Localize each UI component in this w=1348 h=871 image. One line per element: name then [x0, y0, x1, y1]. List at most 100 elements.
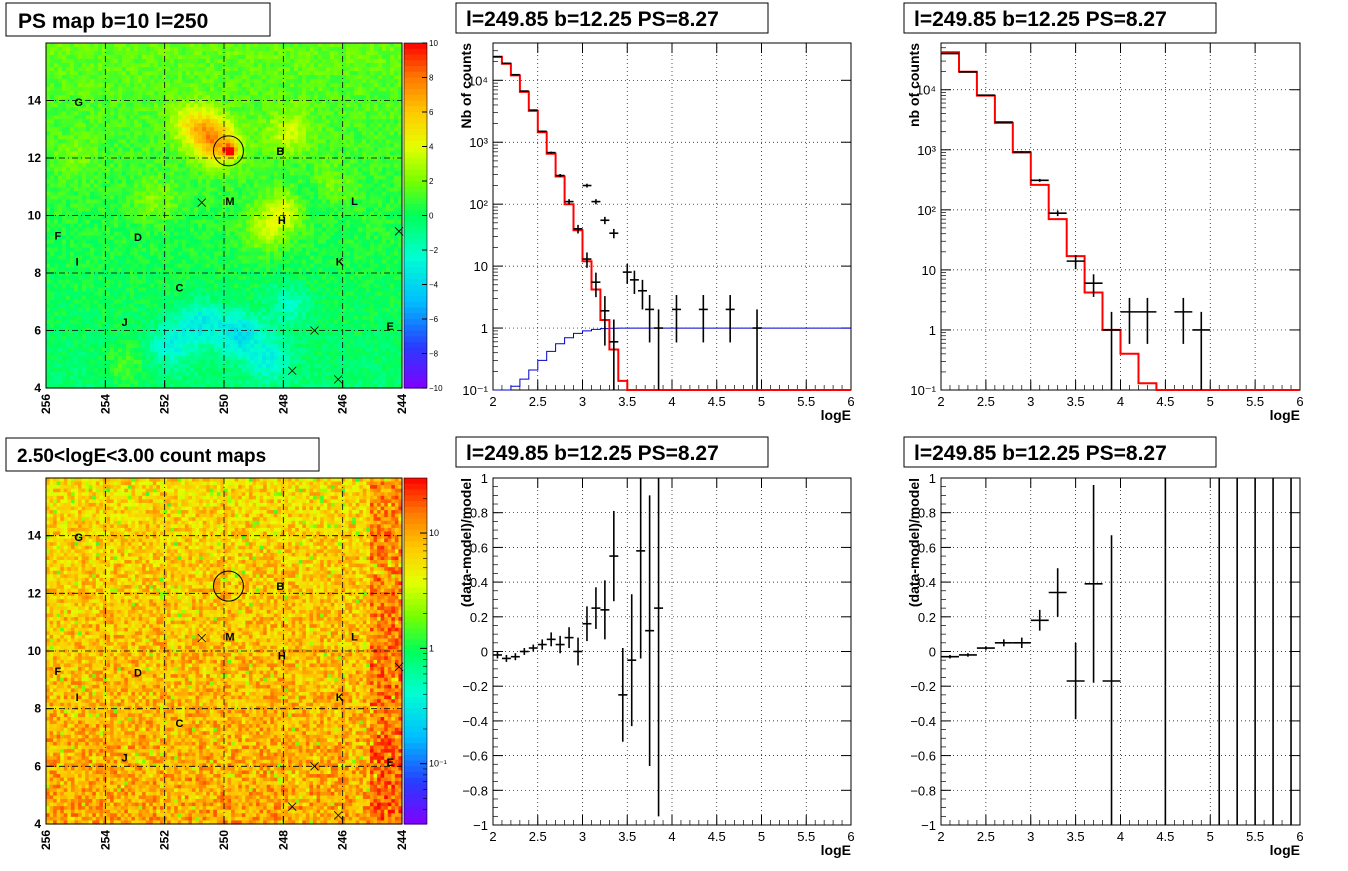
heatmap-cell: [238, 47, 243, 52]
heatmap-cell: [334, 171, 339, 176]
heatmap-cell: [318, 123, 323, 128]
heatmap-cell: [274, 260, 279, 265]
heatmap-cell: [354, 67, 359, 72]
heatmap-cell: [354, 256, 359, 261]
heatmap-cell: [98, 99, 103, 104]
heatmap-cell: [358, 256, 363, 261]
heatmap-cell: [106, 248, 111, 253]
heatmap-cell: [246, 240, 251, 245]
heatmap-cell: [86, 51, 91, 56]
heatmap-cell: [334, 59, 339, 64]
heatmap-cell: [282, 171, 287, 176]
heatmap-cell: [274, 171, 279, 176]
heatmap-cell: [278, 79, 283, 84]
heatmap-cell: [142, 260, 147, 265]
heatmap-cell: [242, 264, 247, 269]
heatmap-cell: [298, 252, 303, 257]
heatmap-cell: [302, 187, 307, 192]
heatmap-cell: [114, 103, 119, 108]
heatmap-cell: [54, 55, 59, 60]
heatmap-cell: [126, 143, 131, 148]
heatmap-cell: [122, 119, 127, 124]
heatmap-cell: [170, 203, 175, 208]
heatmap-cell: [206, 195, 211, 200]
heatmap-cell: [82, 264, 87, 269]
heatmap-cell: [138, 195, 143, 200]
heatmap-cell: [334, 79, 339, 84]
heatmap-cell: [190, 199, 195, 204]
heatmap-cell: [122, 103, 127, 108]
heatmap-cell: [50, 47, 55, 52]
heatmap-cell: [202, 95, 207, 100]
heatmap-cell: [94, 248, 99, 253]
heatmap-cell: [386, 131, 391, 136]
heatmap-cell: [354, 252, 359, 257]
heatmap-cell: [390, 111, 395, 116]
heatmap-cell: [390, 256, 395, 261]
heatmap-cell: [274, 240, 279, 245]
heatmap-cell: [202, 167, 207, 172]
heatmap-cell: [174, 83, 179, 88]
heatmap-cell: [370, 195, 375, 200]
heatmap-cell: [178, 199, 183, 204]
heatmap-cell: [314, 123, 319, 128]
heatmap-cell: [106, 203, 111, 208]
heatmap-cell: [350, 67, 355, 72]
heatmap-cell: [338, 159, 343, 164]
heatmap-cell: [86, 203, 91, 208]
heatmap-cell: [146, 264, 151, 269]
heatmap-cell: [238, 248, 243, 253]
heatmap-cell: [366, 195, 371, 200]
heatmap-cell: [122, 236, 127, 241]
heatmap-cell: [130, 99, 135, 104]
heatmap-cell: [174, 228, 179, 233]
heatmap-cell: [234, 232, 239, 237]
heatmap-cell: [322, 151, 327, 156]
heatmap-cell: [378, 95, 383, 100]
heatmap-cell: [126, 119, 131, 124]
heatmap-cell: [218, 179, 223, 184]
heatmap-cell: [302, 115, 307, 120]
heatmap-cell: [70, 236, 75, 241]
heatmap-cell: [142, 79, 147, 84]
heatmap-cell: [138, 143, 143, 148]
heatmap-cell: [362, 191, 367, 196]
heatmap-cell: [114, 179, 119, 184]
heatmap-cell: [278, 260, 283, 265]
heatmap-cell: [338, 59, 343, 64]
heatmap-cell: [194, 115, 199, 120]
heatmap-cell: [394, 119, 399, 124]
heatmap-cell: [158, 55, 163, 60]
heatmap-cell: [294, 127, 299, 132]
heatmap-cell: [250, 228, 255, 233]
heatmap-cell: [82, 83, 87, 88]
heatmap-cell: [62, 147, 67, 152]
heatmap-cell: [46, 95, 51, 100]
heatmap-cell: [290, 55, 295, 60]
heatmap-cell: [110, 171, 115, 176]
heatmap-cell: [98, 224, 103, 229]
heatmap-cell: [98, 264, 103, 269]
heatmap-cell: [134, 111, 139, 116]
heatmap-cell: [114, 127, 119, 132]
heatmap-cell: [134, 252, 139, 257]
heatmap-cell: [170, 256, 175, 261]
heatmap-cell: [346, 107, 351, 112]
heatmap-cell: [302, 119, 307, 124]
heatmap-cell: [358, 220, 363, 225]
heatmap-cell: [154, 79, 159, 84]
heatmap-cell: [270, 71, 275, 76]
heatmap-cell: [78, 63, 83, 68]
heatmap-cell: [58, 151, 63, 156]
heatmap-cell: [346, 79, 351, 84]
heatmap-cell: [214, 79, 219, 84]
heatmap-cell: [62, 240, 67, 245]
heatmap-cell: [130, 187, 135, 192]
heatmap-cell: [130, 119, 135, 124]
heatmap-cell: [138, 260, 143, 265]
heatmap-cell: [178, 191, 183, 196]
heatmap-cell: [362, 99, 367, 104]
heatmap-cell: [110, 183, 115, 188]
heatmap-cell: [254, 83, 259, 88]
heatmap-cell: [238, 99, 243, 104]
